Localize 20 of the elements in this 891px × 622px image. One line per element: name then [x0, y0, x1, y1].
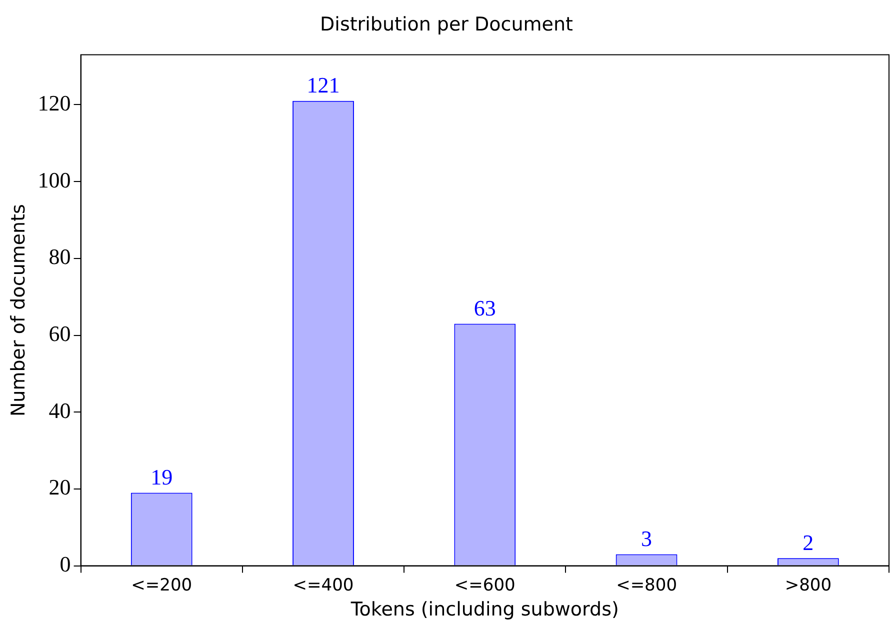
data-label: 63: [474, 296, 496, 321]
chart-title: Distribution per Document: [320, 13, 573, 36]
y-tick-label: 40: [48, 398, 71, 423]
x-tick-label: >800: [784, 575, 832, 596]
data-label: 2: [802, 530, 814, 555]
y-tick-label: 100: [38, 167, 71, 192]
data-label: 121: [306, 72, 340, 98]
x-tick-label: <=200: [131, 575, 192, 596]
y-tick-label: 120: [38, 90, 71, 116]
x-tick-label: <=600: [454, 575, 516, 596]
y-tick-label: 80: [48, 244, 71, 270]
data-label: 19: [150, 464, 173, 490]
data-label: 3: [641, 526, 652, 552]
y-tick-label: 0: [60, 552, 71, 577]
x-axis-title: Tokens (including subwords): [350, 598, 619, 621]
y-tick-label: 20: [48, 474, 71, 500]
y-tick-label: 60: [48, 321, 71, 346]
y-axis-title: Number of documents: [7, 204, 30, 417]
x-tick-label: <=800: [616, 575, 678, 596]
x-tick-label: <=400: [292, 575, 354, 596]
